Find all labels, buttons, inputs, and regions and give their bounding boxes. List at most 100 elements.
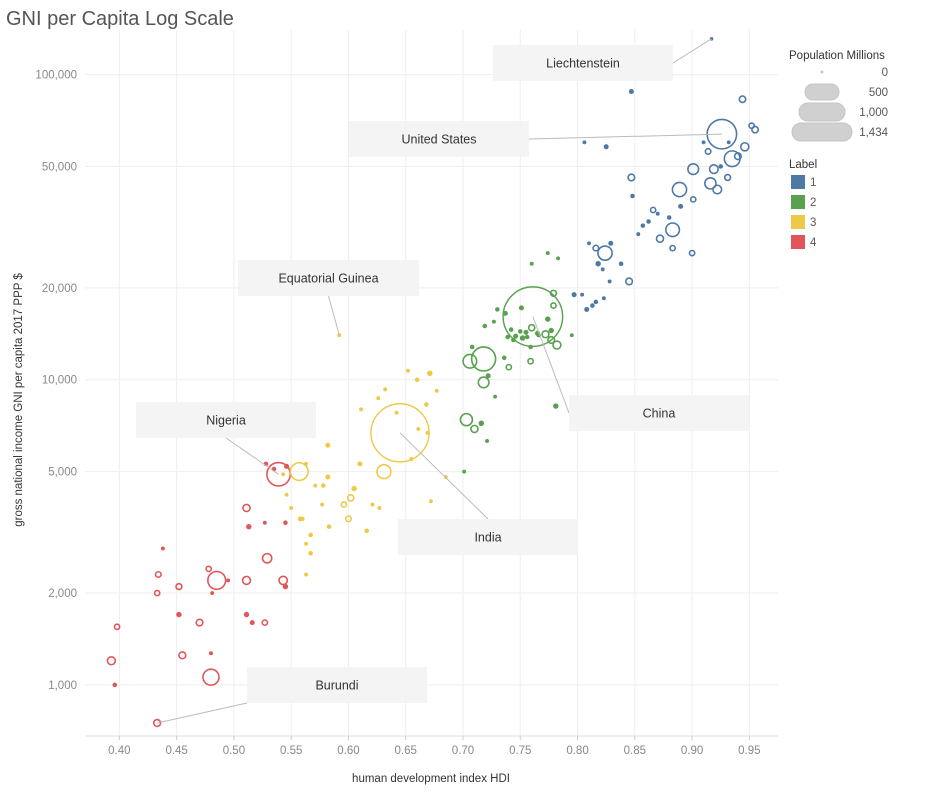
data-point-series-2	[505, 334, 510, 340]
data-point-series-2	[550, 302, 557, 309]
y-tick-label: 2,000	[48, 588, 77, 600]
data-point-series-1	[723, 173, 732, 182]
data-point-series-4	[152, 718, 162, 728]
size-legend-swatch	[798, 102, 846, 122]
data-point-series-1	[733, 152, 743, 161]
data-point-series-1	[608, 240, 614, 246]
data-point-series-1	[582, 140, 587, 145]
data-point-series-2	[459, 412, 474, 427]
data-point-series-2	[545, 316, 551, 322]
data-point-series-4	[153, 589, 161, 597]
annotation-leader	[528, 133, 722, 140]
data-point-series-1	[751, 125, 760, 134]
x-tick-label: 0.45	[165, 745, 187, 757]
y-tick-label: 20,000	[42, 283, 77, 295]
data-point-series-1	[739, 141, 750, 152]
x-tick-label: 0.75	[509, 745, 531, 757]
y-axis-ticks: 1,000 2,000 5,000 10,000 20,000 50,000 100,000	[35, 70, 77, 692]
data-point-series-4	[241, 575, 252, 586]
annotation-label: Equatorial Guinea	[278, 272, 378, 286]
data-point-series-2	[547, 335, 556, 345]
data-points	[106, 37, 760, 728]
annotation-box	[349, 121, 529, 157]
data-point-series-1	[640, 223, 646, 228]
data-point-series-2	[505, 363, 513, 371]
data-point-series-4	[112, 682, 118, 688]
data-point-series-4	[195, 618, 204, 627]
chart-title: GNI per Capita Log Scale	[6, 8, 234, 30]
data-point-series-1	[618, 261, 624, 266]
size-legend-swatch	[820, 70, 824, 74]
data-point-series-1	[665, 222, 681, 238]
annotation-box	[569, 395, 749, 431]
y-tick-label: 50,000	[42, 161, 77, 173]
data-point-series-1	[636, 232, 641, 237]
color-legend-swatch	[791, 195, 805, 209]
data-point-series-3	[308, 532, 313, 538]
data-point-series-3	[427, 370, 433, 376]
data-point-series-3	[434, 388, 439, 393]
x-tick-label: 0.70	[452, 745, 474, 757]
size-legend-label: 0	[882, 67, 888, 79]
data-point-series-4	[261, 552, 273, 564]
data-point-series-1	[708, 164, 719, 175]
data-point-series-4	[283, 520, 288, 525]
data-point-series-4	[243, 611, 250, 618]
data-point-series-3	[308, 550, 313, 556]
data-point-series-3	[325, 474, 331, 480]
data-point-series-3	[300, 516, 305, 521]
data-point-series-2	[523, 329, 529, 335]
x-tick-label: 0.95	[738, 745, 760, 757]
data-point-series-2	[513, 333, 519, 339]
data-point-series-2	[502, 286, 564, 348]
data-point-series-3	[326, 524, 332, 529]
data-point-series-3	[364, 528, 370, 534]
data-point-series-2	[482, 323, 488, 329]
data-point-series-4	[176, 611, 182, 618]
data-point-series-3	[376, 463, 392, 480]
size-legend-label: 1,434	[859, 127, 888, 139]
data-point-series-2	[518, 305, 524, 311]
annotation-box	[247, 667, 427, 703]
data-point-series-2	[527, 323, 536, 332]
x-tick-label: 0.50	[223, 745, 245, 757]
data-point-series-1	[646, 219, 651, 224]
annotation-leader	[532, 316, 570, 414]
data-point-series-2	[548, 327, 554, 334]
data-point-series-1	[600, 267, 605, 272]
data-point-series-3	[344, 515, 353, 523]
data-point-series-2	[477, 376, 490, 389]
data-point-series-1	[701, 140, 706, 145]
data-point-series-4	[178, 651, 187, 660]
data-point-series-1	[630, 193, 635, 199]
data-point-series-4	[175, 582, 183, 591]
x-tick-label: 0.80	[566, 745, 588, 757]
data-point-series-3	[351, 485, 357, 492]
data-point-series-1	[649, 206, 657, 214]
data-point-series-2	[511, 337, 516, 343]
data-point-series-1	[726, 140, 731, 145]
data-point-series-2	[527, 357, 534, 365]
data-point-series-4	[262, 520, 267, 525]
data-point-series-1	[571, 292, 577, 298]
y-tick-label: 10,000	[42, 375, 77, 387]
data-point-series-1	[655, 234, 665, 243]
data-point-series-2	[501, 355, 507, 361]
data-point-series-2	[541, 329, 550, 339]
data-point-series-3	[359, 407, 364, 412]
data-point-series-3	[340, 501, 348, 508]
grid	[85, 30, 778, 737]
x-axis-ticks: 0.40 0.45 0.50 0.55 0.60 0.65 0.70 0.75 0.80 0.85…	[108, 736, 761, 757]
data-point-series-1	[607, 279, 612, 284]
size-legend-label: 1,000	[859, 107, 888, 119]
color-legend-swatch	[791, 235, 805, 249]
data-point-series-1	[603, 144, 609, 150]
color-legend-label: 1	[810, 177, 816, 189]
data-point-series-3	[425, 430, 430, 435]
data-point-series-1	[704, 176, 717, 190]
y-axis-label: gross national income GNI per capita 201…	[13, 273, 25, 527]
data-point-series-3	[304, 541, 309, 546]
data-point-series-2	[553, 403, 559, 409]
x-tick-label: 0.85	[624, 745, 646, 757]
data-point-series-2	[524, 334, 530, 340]
